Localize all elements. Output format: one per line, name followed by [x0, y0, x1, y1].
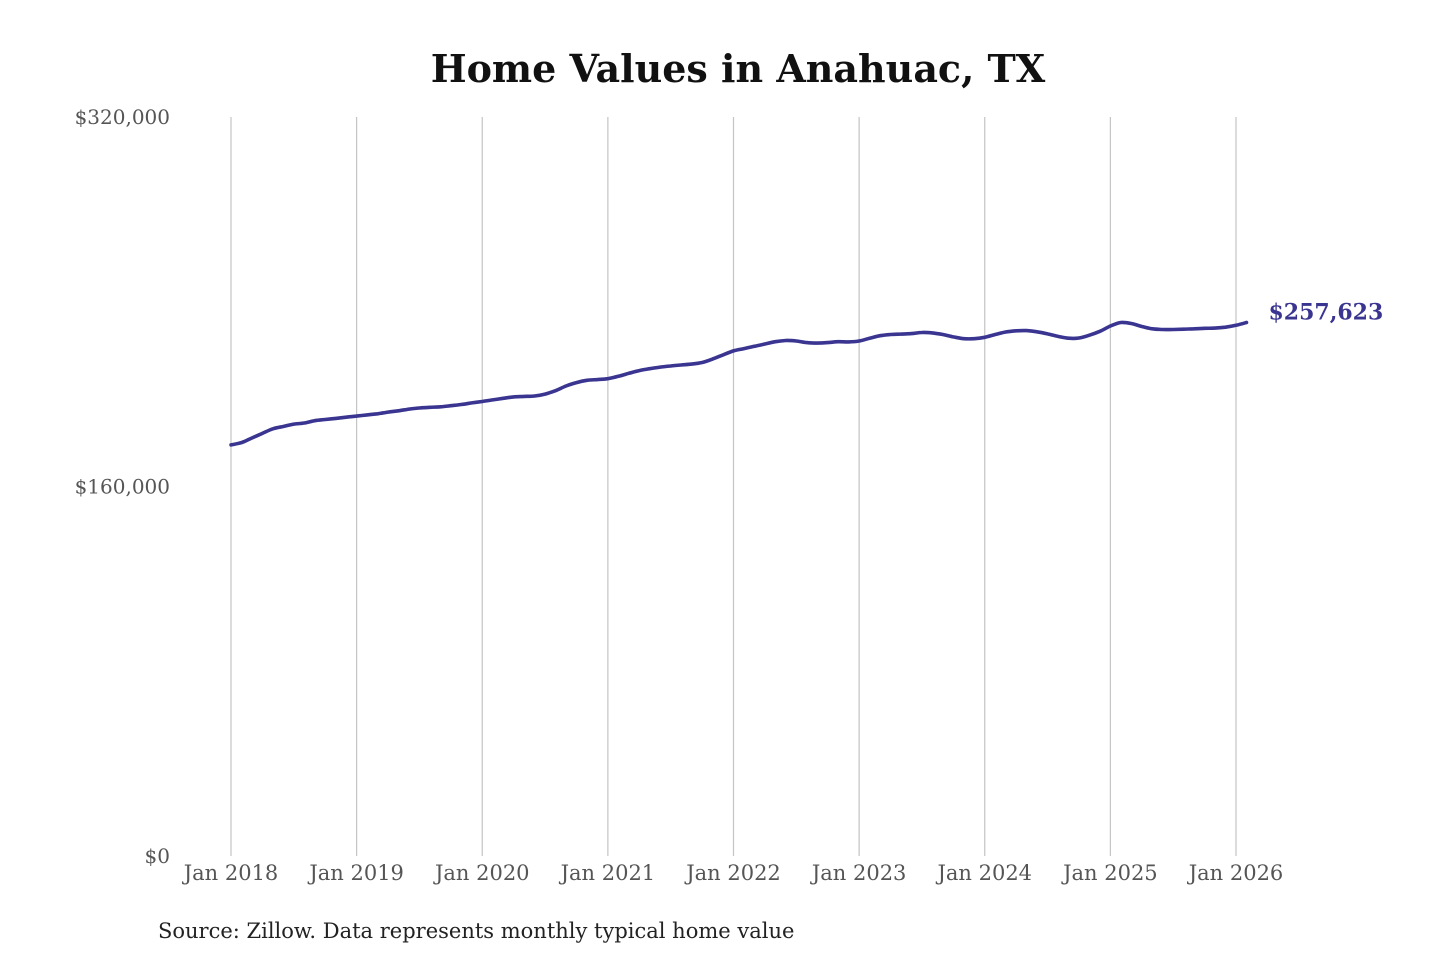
x-tick-label: Jan 2026 [1187, 861, 1284, 885]
x-tick-label: Jan 2020 [433, 861, 530, 885]
series-line [229, 320, 1249, 447]
chart-title: Home Values in Anahuac, TX [431, 46, 1046, 91]
y-tick-label: $0 [145, 844, 170, 868]
y-tick-label: $160,000 [75, 475, 170, 499]
end-value-label: $257,623 [1268, 300, 1383, 326]
x-tick-label: Jan 2018 [182, 861, 279, 885]
x-tick-label: Jan 2022 [684, 861, 781, 885]
y-axis-tick-labels: $0 $160,000 $320,000 [75, 105, 170, 868]
x-tick-label: Jan 2019 [307, 861, 404, 885]
x-tick-label: Jan 2024 [935, 861, 1032, 885]
x-tick-label: Jan 2021 [559, 861, 656, 885]
source-note: Source: Zillow. Data represents monthly … [158, 919, 794, 943]
grid-lines [230, 117, 1237, 856]
x-tick-label: Jan 2023 [810, 861, 907, 885]
x-axis-tick-labels: Jan 2018 Jan 2019 Jan 2020 Jan 2021 Jan 2022… [182, 861, 1284, 885]
x-tick-label: Jan 2025 [1061, 861, 1158, 885]
y-tick-label: $320,000 [75, 105, 170, 129]
